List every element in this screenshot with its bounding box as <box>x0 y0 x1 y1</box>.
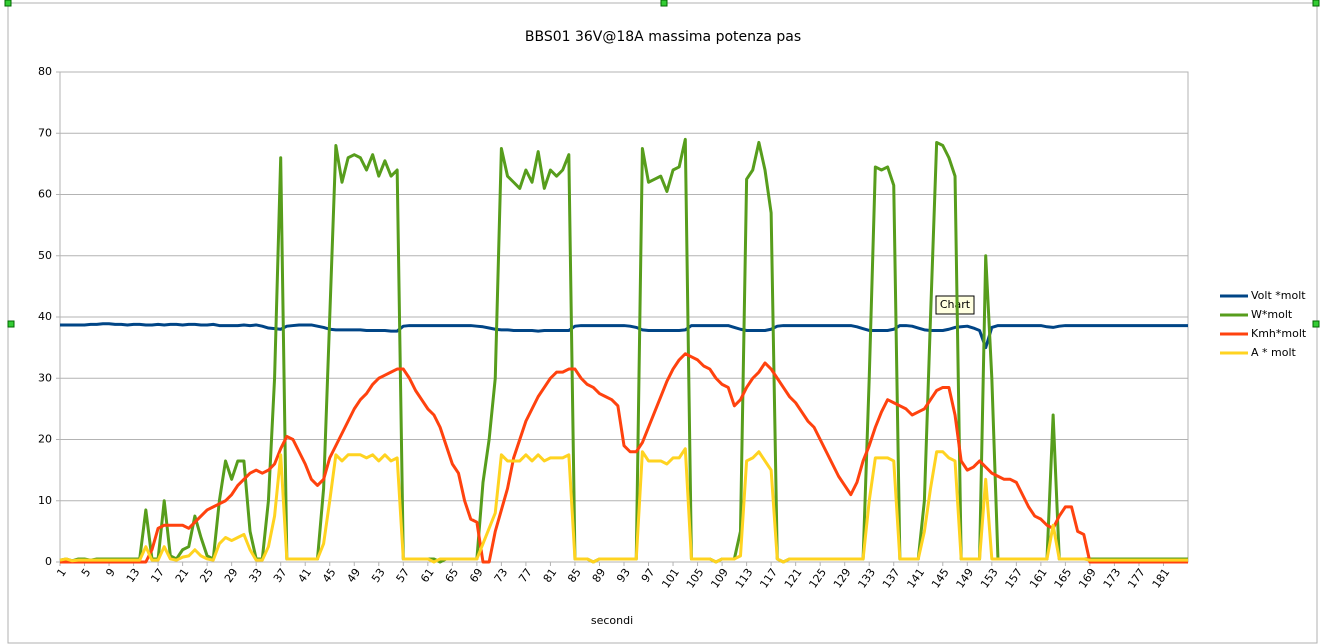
legend-label: Volt *molt <box>1251 289 1306 302</box>
x-axis-label: secondi <box>591 614 633 627</box>
tooltip-box <box>935 295 975 315</box>
y-tick-label: 80 <box>38 65 52 78</box>
series-line <box>59 447 1188 564</box>
y-tick-label: 50 <box>38 249 52 262</box>
y-tick-label: 60 <box>38 188 52 201</box>
y-tick-label: 30 <box>38 371 52 384</box>
series-line <box>60 322 1188 350</box>
tooltip: Chart <box>940 298 971 311</box>
y-tick-label: 70 <box>38 126 52 139</box>
y-tick-label: 0 <box>45 555 52 568</box>
series-line <box>60 352 1188 564</box>
y-tick-label: 20 <box>38 433 52 446</box>
handle <box>7 320 15 328</box>
handle <box>1312 0 1320 7</box>
handle <box>4 0 12 7</box>
y-tick-label: 40 <box>38 310 52 323</box>
handle <box>1312 320 1320 328</box>
handle <box>660 0 668 7</box>
legend-label: A * molt <box>1251 346 1297 359</box>
y-tick-label: 10 <box>38 494 52 507</box>
legend-label: Kmh*molt <box>1251 327 1307 340</box>
chart-title: BBS01 36V@18A massima potenza pas <box>525 29 801 45</box>
legend-label: W*molt <box>1251 308 1293 321</box>
